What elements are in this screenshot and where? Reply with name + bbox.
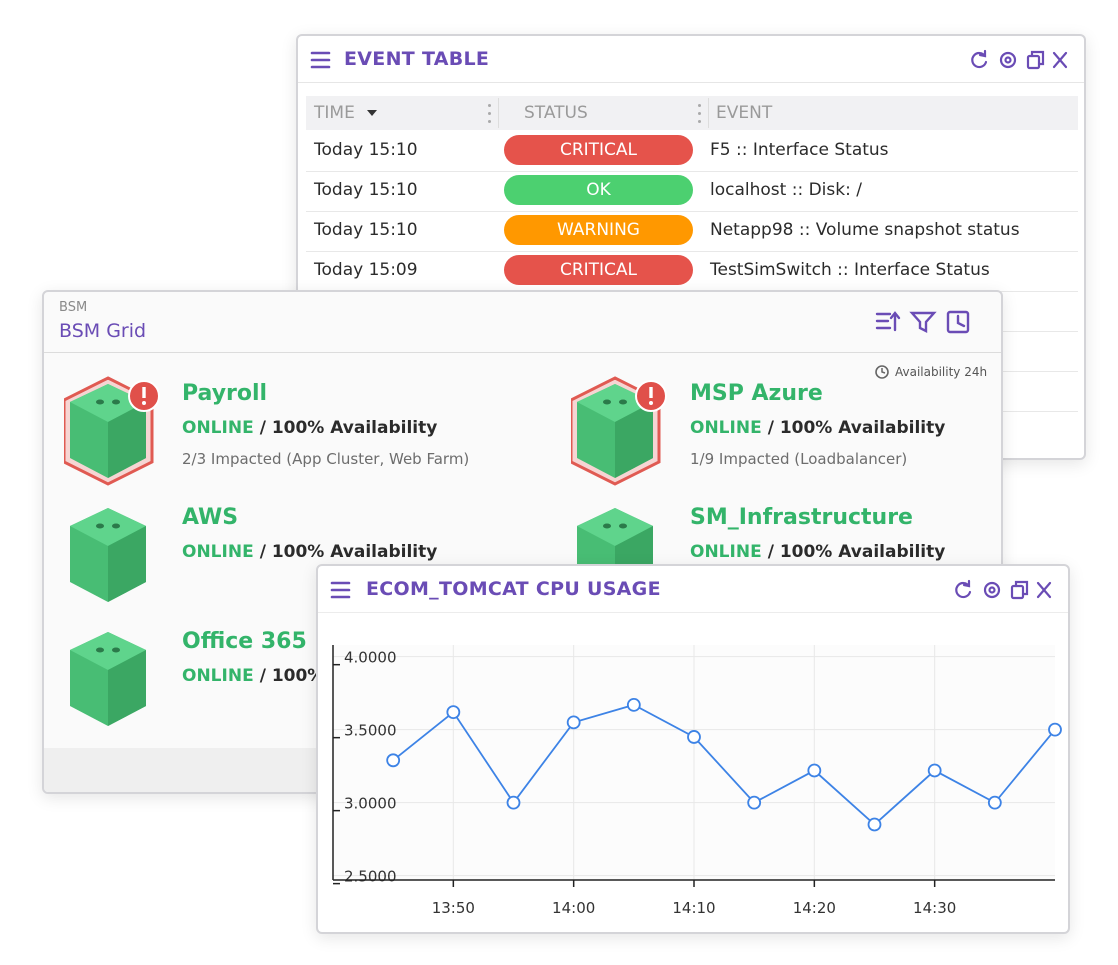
chart: 2.5000 3.0000 3.5000 4.0000 13:50 14:00 14:10 1…	[332, 645, 1062, 917]
x-tick-label: 14:30	[913, 899, 956, 917]
tool-icons[interactable]	[968, 48, 1078, 72]
service-status-line: ONLINE/ 100% Availability	[182, 418, 437, 438]
service-status: ONLINE	[690, 418, 762, 438]
data-point	[687, 730, 701, 744]
status-pill: OK	[504, 175, 693, 205]
event-time: Today 15:10	[314, 140, 418, 160]
service-icon	[571, 376, 667, 486]
service-impact: 2/3 Impacted (App Cluster, Web Farm)	[182, 450, 470, 468]
dot	[488, 120, 491, 123]
status-pill: WARNING	[504, 215, 693, 245]
divider	[318, 612, 1068, 613]
data-point	[1048, 722, 1062, 737]
menu-icon[interactable]	[310, 50, 332, 70]
dot	[488, 112, 491, 115]
y-tick-label: 2.5000	[344, 868, 397, 886]
event-text: Netapp98 :: Volume snapshot status	[710, 220, 1020, 240]
window-title: BSM Grid	[59, 320, 147, 342]
service-status: ONLINE	[690, 542, 762, 562]
x-tick-label: 14:10	[672, 899, 715, 917]
data-point	[927, 763, 942, 778]
tool-icons[interactable]	[952, 578, 1062, 602]
service-impact: 1/9 Impacted (Loadbalancer)	[690, 450, 908, 468]
bsm-tools[interactable]	[874, 308, 974, 336]
service-icon	[70, 508, 146, 602]
data-point	[626, 697, 641, 712]
data-point	[807, 763, 822, 778]
service-availability: / 100% Availability	[767, 542, 946, 562]
column-resizer	[488, 100, 492, 128]
data-point	[566, 715, 581, 730]
data-point	[867, 817, 882, 832]
service-status: ONLINE	[182, 542, 254, 562]
service-icon	[64, 376, 160, 486]
menu-icon[interactable]	[330, 580, 352, 600]
dot	[488, 104, 491, 107]
divider	[44, 352, 1001, 353]
service-availability: / 100% Availability	[259, 542, 438, 562]
dot	[698, 120, 701, 123]
service-status: ONLINE	[182, 666, 254, 686]
event-time: Today 15:09	[314, 260, 418, 280]
y-tick-label: 4.0000	[344, 649, 397, 667]
data-point	[987, 795, 1002, 810]
service-name: MSP Azure	[690, 381, 823, 406]
service-status-line: ONLINE/ 100% Availability	[182, 542, 437, 562]
service-availability: / 100% Availability	[259, 418, 438, 438]
y-tick-label: 3.5000	[344, 722, 397, 740]
data-point	[386, 753, 401, 768]
service-status: ONLINE	[182, 418, 254, 438]
bsm-grid: Payroll ONLINE/ 100% Availability 2/3 Impa…	[44, 292, 1001, 792]
table-header	[306, 96, 1078, 130]
status-pill: CRITICAL	[504, 255, 693, 285]
status-pill: CRITICAL	[504, 135, 693, 165]
row-divider	[306, 171, 1078, 172]
availability-window: Availability 24h	[895, 365, 988, 379]
service-name: Payroll	[182, 381, 268, 406]
column-resizer	[698, 100, 702, 128]
column-divider	[498, 98, 499, 128]
window-title: EVENT TABLE	[344, 48, 490, 70]
service-name: Office 365	[182, 629, 307, 654]
service-status-line: ONLINE/ 100% Availability	[690, 418, 945, 438]
x-tick-label: 14:20	[793, 899, 836, 917]
column-header: STATUS	[524, 103, 588, 123]
service-availability: / 100% Availability	[767, 418, 946, 438]
window-subtitle: BSM	[59, 300, 88, 315]
x-tick-label: 13:50	[432, 899, 475, 917]
x-tick-label: 14:00	[552, 899, 595, 917]
event-text: TestSimSwitch :: Interface Status	[710, 260, 990, 280]
y-tick-label: 3.0000	[344, 795, 397, 813]
sort-icon	[367, 110, 377, 116]
cpu-window: ECOM_TOMCAT CPU USAGE 2.5000 3.0000 3.5000…	[316, 564, 1070, 934]
service-status-line: ONLINE/ 100% Availability	[690, 542, 945, 562]
event-text: localhost :: Disk: /	[710, 180, 862, 200]
dot	[698, 112, 701, 115]
data-point	[446, 705, 461, 720]
row-divider	[306, 251, 1078, 252]
dot	[698, 104, 701, 107]
divider	[298, 82, 1084, 83]
service-icon	[70, 632, 146, 726]
service-name: SM_Infrastructure	[690, 505, 913, 530]
event-time: Today 15:10	[314, 180, 418, 200]
event-text: F5 :: Interface Status	[710, 140, 889, 160]
service-name: AWS	[182, 505, 239, 530]
data-point	[506, 795, 521, 810]
cpu-line	[392, 703, 1056, 826]
column-divider	[708, 98, 709, 128]
window-tools	[952, 578, 1062, 606]
column-header: EVENT	[716, 103, 773, 123]
row-divider	[306, 211, 1078, 212]
window-title: ECOM_TOMCAT CPU USAGE	[366, 578, 661, 600]
clock-icon	[875, 365, 889, 379]
data-point	[747, 795, 762, 810]
window-tools	[968, 48, 1078, 76]
column-header: TIME	[314, 103, 355, 123]
event-time: Today 15:10	[314, 220, 418, 240]
